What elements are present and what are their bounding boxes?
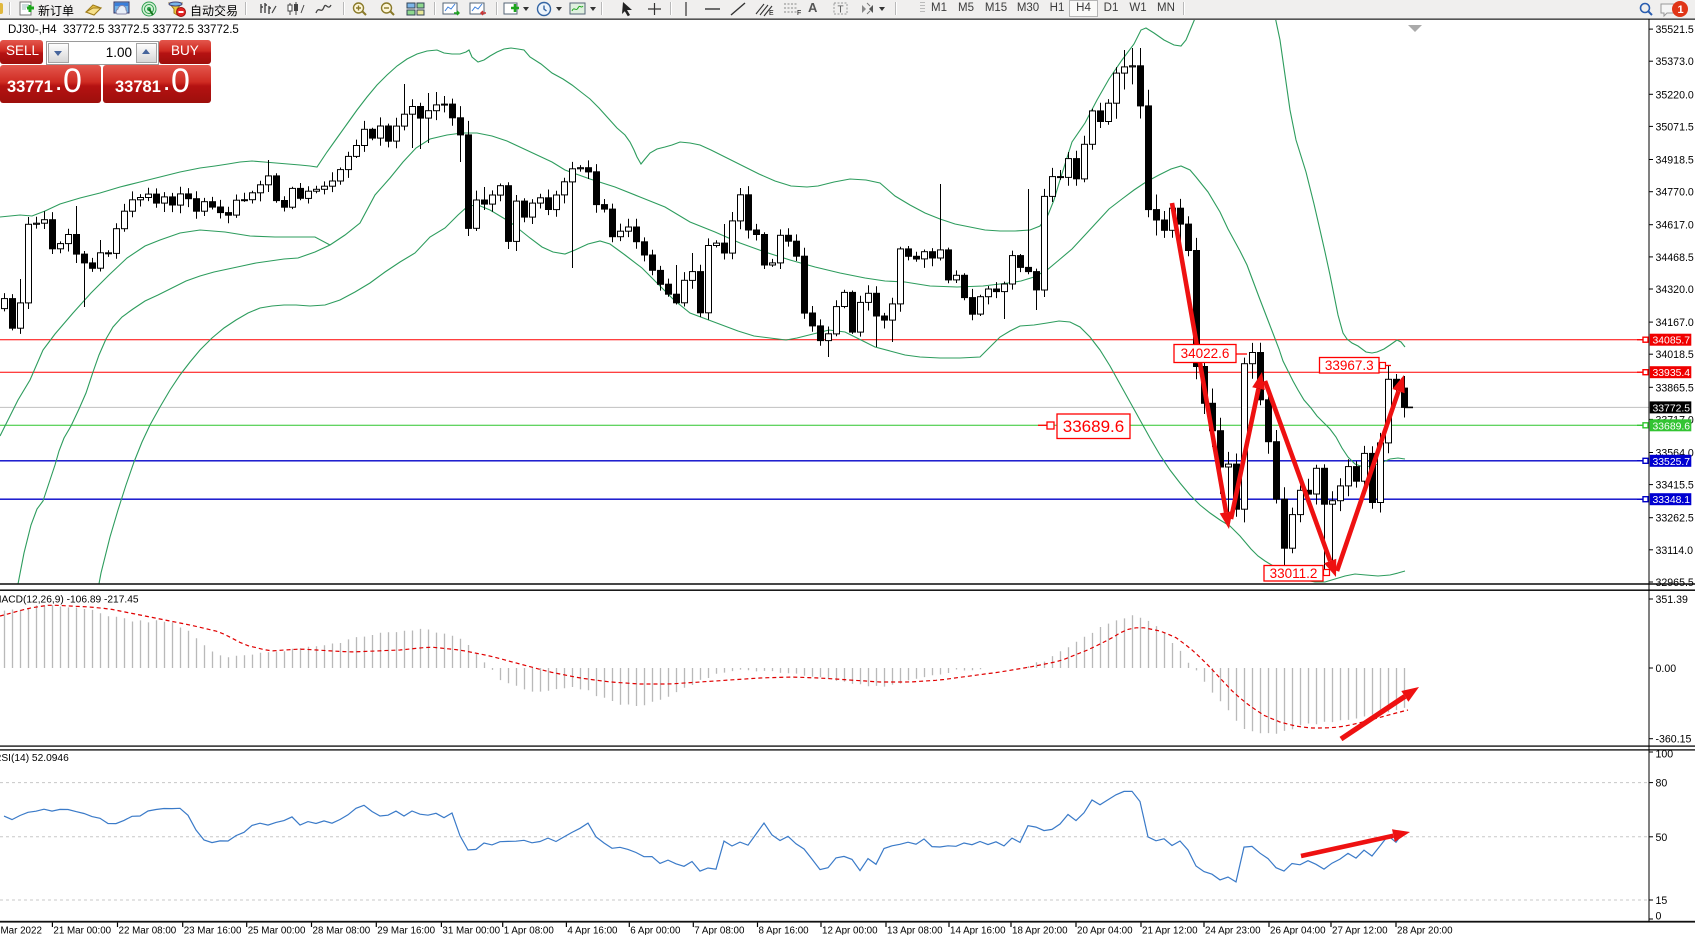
svg-text:7 Apr 08:00: 7 Apr 08:00 xyxy=(694,926,745,935)
svg-text:31 Mar 00:00: 31 Mar 00:00 xyxy=(442,926,500,935)
svg-text:33935.4: 33935.4 xyxy=(1653,368,1691,379)
svg-text:0: 0 xyxy=(1656,911,1662,923)
svg-text:34320.0: 34320.0 xyxy=(1656,284,1694,296)
svg-text:4 Apr 16:00: 4 Apr 16:00 xyxy=(567,926,618,935)
svg-text:33011.2: 33011.2 xyxy=(1270,566,1318,581)
svg-text:21 Mar 00:00: 21 Mar 00:00 xyxy=(53,926,111,935)
svg-text:8 Apr 16:00: 8 Apr 16:00 xyxy=(759,926,810,935)
svg-text:1: 1 xyxy=(1678,4,1684,16)
svg-text:F: F xyxy=(797,10,801,17)
svg-text:34617.0: 34617.0 xyxy=(1656,220,1694,232)
svg-text:34770.0: 34770.0 xyxy=(1656,187,1694,199)
svg-text:32965.5: 32965.5 xyxy=(1656,577,1694,589)
svg-text:15: 15 xyxy=(1656,895,1668,907)
svg-text:25 Mar 00:00: 25 Mar 00:00 xyxy=(248,926,306,935)
svg-text:33689.6: 33689.6 xyxy=(1063,417,1124,436)
svg-text:33415.5: 33415.5 xyxy=(1656,480,1694,492)
svg-text:33689.6: 33689.6 xyxy=(1653,421,1691,432)
svg-text:MACD(12,26,9) -106.89 -217.45: MACD(12,26,9) -106.89 -217.45 xyxy=(0,595,139,606)
svg-text:18 Apr 20:00: 18 Apr 20:00 xyxy=(1012,926,1068,935)
svg-text:33114.0: 33114.0 xyxy=(1656,545,1694,557)
svg-text:35521.5: 35521.5 xyxy=(1656,24,1694,36)
svg-text:T: T xyxy=(838,5,844,16)
svg-text:24 Apr 23:00: 24 Apr 23:00 xyxy=(1205,926,1261,935)
svg-text:22 Mar 08:00: 22 Mar 08:00 xyxy=(119,926,177,935)
svg-text:13 Apr 08:00: 13 Apr 08:00 xyxy=(887,926,943,935)
svg-text:33348.1: 33348.1 xyxy=(1653,495,1691,506)
svg-text:28 Mar 08:00: 28 Mar 08:00 xyxy=(313,926,371,935)
svg-text:Mar 2022: Mar 2022 xyxy=(1,926,42,935)
svg-text:34022.6: 34022.6 xyxy=(1181,346,1230,361)
svg-text:34085.7: 34085.7 xyxy=(1653,336,1691,347)
svg-text:50: 50 xyxy=(1656,832,1668,844)
svg-text:29 Mar 16:00: 29 Mar 16:00 xyxy=(377,926,435,935)
svg-text:33967.3: 33967.3 xyxy=(1325,358,1374,373)
svg-text:21 Apr 12:00: 21 Apr 12:00 xyxy=(1142,926,1198,935)
svg-text:20 Apr 04:00: 20 Apr 04:00 xyxy=(1077,926,1133,935)
svg-text:28 Apr 20:00: 28 Apr 20:00 xyxy=(1397,926,1453,935)
svg-text:33772.5: 33772.5 xyxy=(1653,403,1691,414)
svg-text:34167.0: 34167.0 xyxy=(1656,317,1694,329)
svg-text:23 Mar 16:00: 23 Mar 16:00 xyxy=(184,926,242,935)
svg-text:34018.5: 34018.5 xyxy=(1656,349,1694,361)
svg-text:33525.7: 33525.7 xyxy=(1653,457,1691,468)
svg-text:80: 80 xyxy=(1656,778,1668,790)
svg-text:0.00: 0.00 xyxy=(1656,663,1677,675)
svg-text:12 Apr 00:00: 12 Apr 00:00 xyxy=(822,926,878,935)
svg-text:1 Apr 08:00: 1 Apr 08:00 xyxy=(504,926,555,935)
svg-text:E: E xyxy=(769,10,774,17)
svg-text:34918.5: 34918.5 xyxy=(1656,155,1694,167)
svg-text:33262.5: 33262.5 xyxy=(1656,513,1694,525)
svg-text:35071.5: 35071.5 xyxy=(1656,121,1694,133)
svg-text:14 Apr 16:00: 14 Apr 16:00 xyxy=(950,926,1006,935)
svg-text:26 Apr 04:00: 26 Apr 04:00 xyxy=(1270,926,1326,935)
svg-text:35220.0: 35220.0 xyxy=(1656,89,1694,101)
svg-text:34468.5: 34468.5 xyxy=(1656,252,1694,264)
svg-text:6 Apr 00:00: 6 Apr 00:00 xyxy=(630,926,681,935)
svg-text:-360.15: -360.15 xyxy=(1656,734,1692,746)
svg-text:33865.5: 33865.5 xyxy=(1656,382,1694,394)
svg-text:35373.0: 35373.0 xyxy=(1656,56,1694,68)
svg-text:27 Apr 12:00: 27 Apr 12:00 xyxy=(1332,926,1388,935)
svg-text:RSI(14) 52.0946: RSI(14) 52.0946 xyxy=(0,753,69,764)
svg-text:100: 100 xyxy=(1656,749,1674,761)
svg-text:351.39: 351.39 xyxy=(1656,594,1689,606)
